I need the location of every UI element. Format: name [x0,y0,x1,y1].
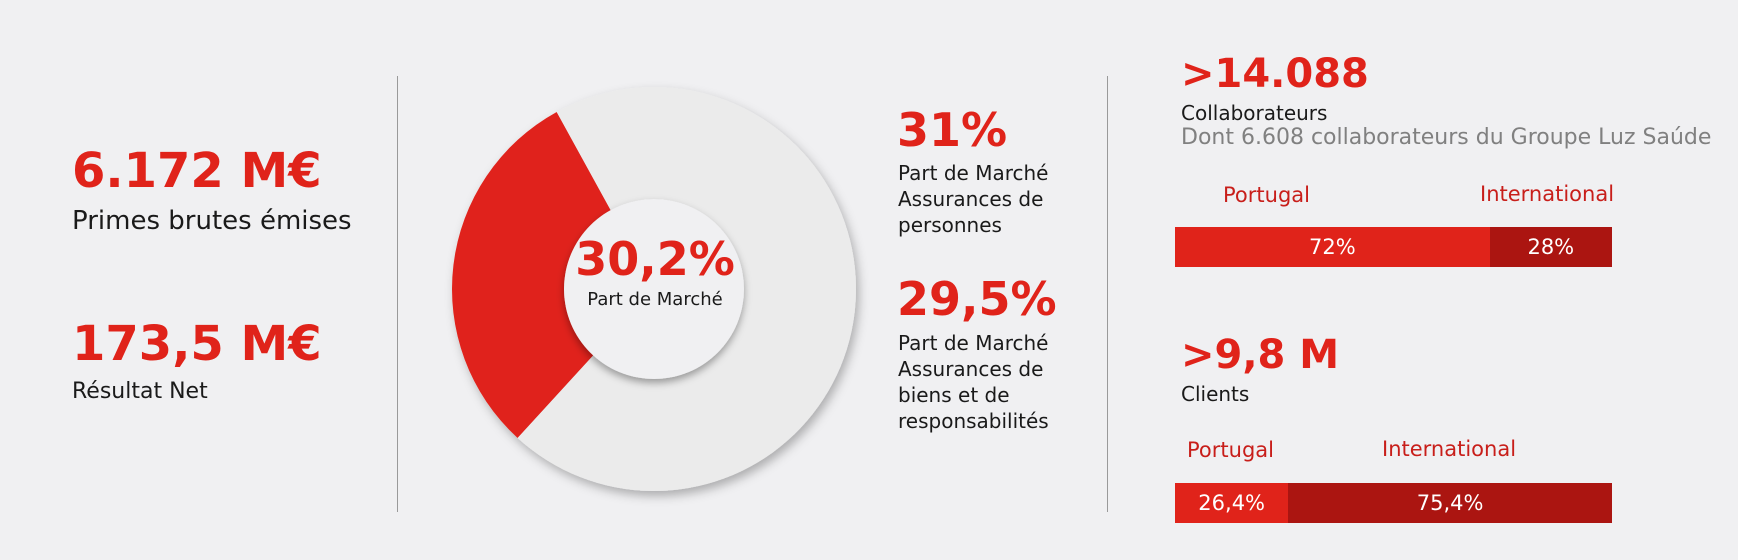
total-market-share-label: Part de Marché [587,289,723,311]
life-market-share-label: Part de Marché Assurances de personnes [898,161,1049,237]
donut-hole [564,199,744,379]
clients-portugal-label: Portugal [1187,438,1274,462]
employees-international-label: International [1480,182,1615,206]
clients-value: >9,8 M [1181,332,1340,378]
donut-slice-market-share [451,111,611,438]
employees-portugal-label: Portugal [1223,183,1310,207]
nonlife-market-share-label: Part de Marché Assurances de biens et de… [898,331,1049,433]
donut-center: 30,2% Part de Marché [560,232,750,311]
employees-split-bar: 72% 28% [1175,227,1612,267]
clients-label: Clients [1181,382,1250,406]
divider-left [397,76,398,512]
employees-label: Collaborateurs [1181,101,1328,125]
gross-premiums-value: 6.172 M€ [72,143,322,199]
total-market-share-value: 30,2% [575,232,735,286]
employees-international-segment: 28% [1489,227,1612,267]
employees-note: Dont 6.608 collaborateurs du Groupe Luz … [1181,125,1712,150]
nonlife-market-share-value: 29,5% [897,272,1057,326]
clients-international-segment: 75,4% [1288,483,1612,523]
net-result-value: 173,5 M€ [72,316,322,372]
clients-split-bar: 26,4% 75,4% [1175,483,1612,523]
employees-value: >14.088 [1181,51,1369,97]
donut-slice-remainder [517,87,856,491]
gross-premiums-label: Primes brutes émises [72,206,352,236]
clients-portugal-segment: 26,4% [1175,483,1289,523]
market-share-donut [451,87,856,491]
employees-portugal-segment: 72% [1175,227,1490,267]
clients-international-label: International [1382,437,1517,461]
life-market-share-value: 31% [897,103,1008,157]
net-result-label: Résultat Net [72,379,208,404]
divider-right [1107,76,1108,512]
